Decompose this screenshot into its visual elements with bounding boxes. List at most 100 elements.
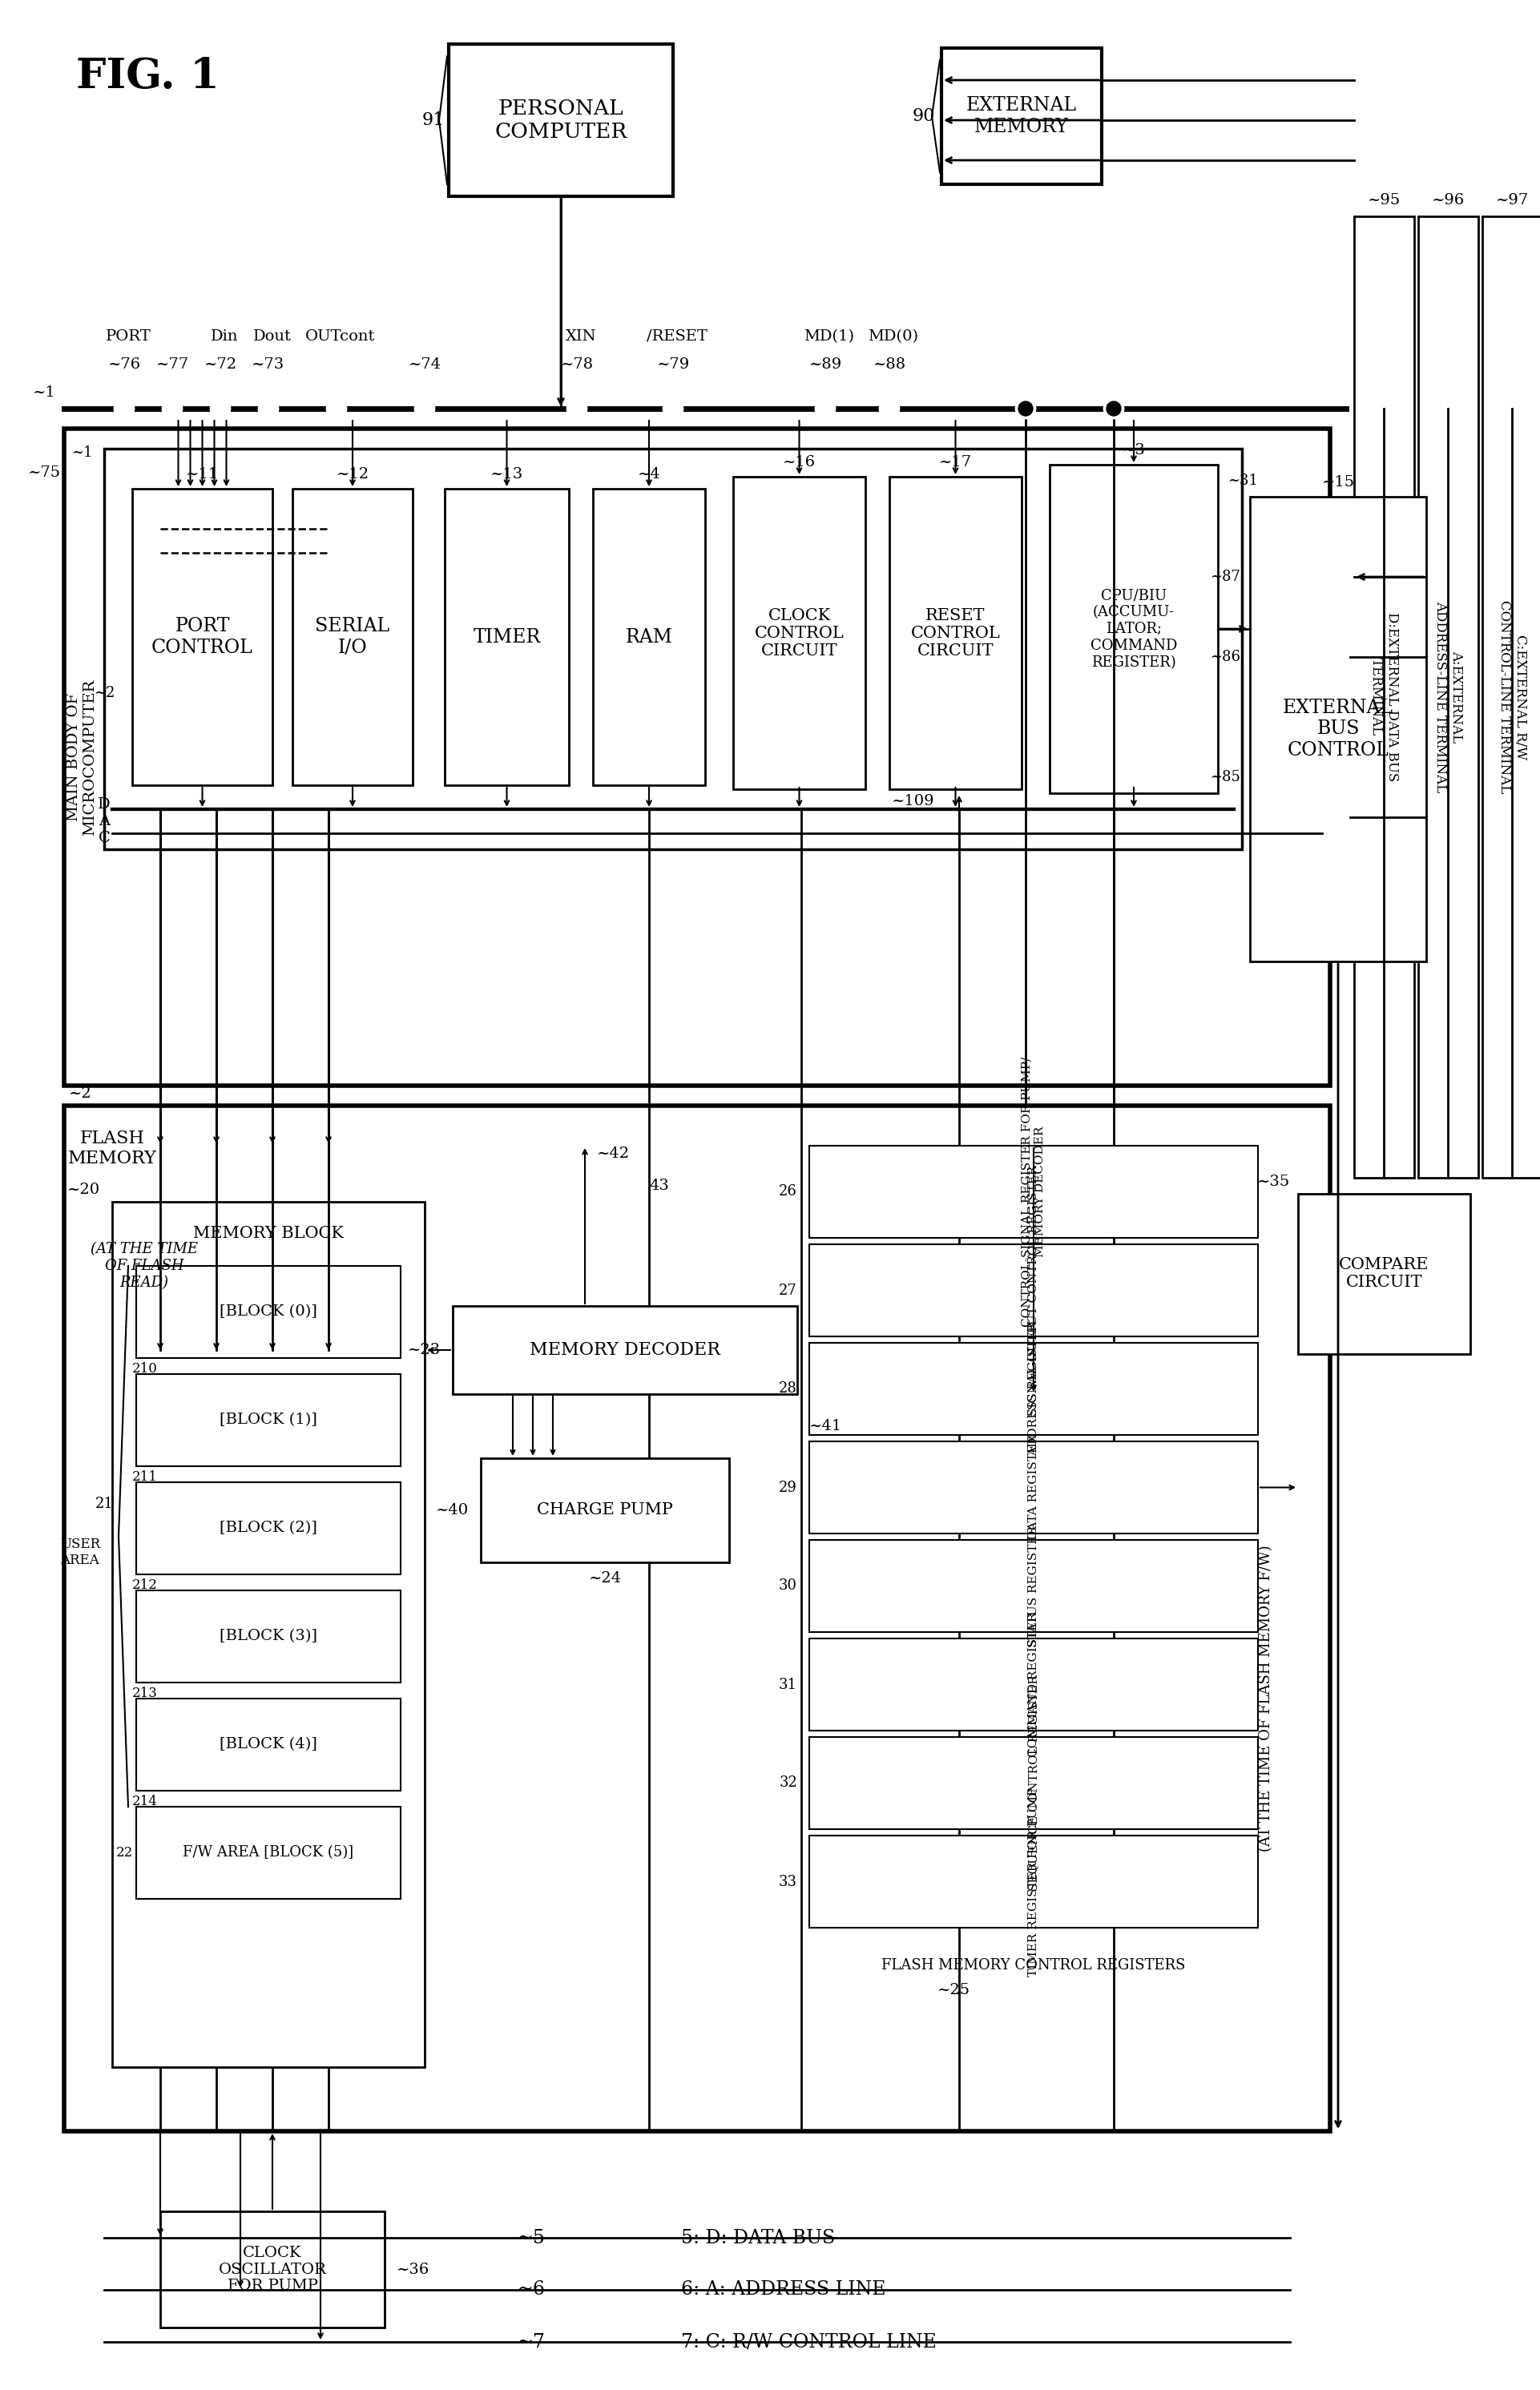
- Bar: [65, 1107, 1331, 2132]
- Text: ~42: ~42: [598, 1147, 630, 1162]
- Text: CPU/BIU
(ACCUMU-
LATOR;
COMMAND
REGISTER): CPU/BIU (ACCUMU- LATOR; COMMAND REGISTER…: [1090, 588, 1177, 669]
- Bar: [293, 488, 413, 786]
- Text: ADDRESS REGISTER: ADDRESS REGISTER: [1029, 1322, 1040, 1456]
- Bar: [809, 1836, 1258, 1929]
- Text: ~85: ~85: [1210, 770, 1240, 784]
- Text: USER
AREA: USER AREA: [60, 1537, 100, 1568]
- Bar: [809, 1343, 1258, 1434]
- Text: ~72: ~72: [203, 358, 237, 373]
- Text: OUTcont: OUTcont: [305, 330, 376, 344]
- Text: 33: 33: [779, 1874, 798, 1888]
- Text: 21: 21: [95, 1496, 114, 1510]
- Circle shape: [211, 399, 229, 418]
- Bar: [809, 1245, 1258, 1336]
- Text: ~74: ~74: [408, 358, 440, 373]
- Text: (AT THE TIME OF FLASH MEMORY F/W): (AT THE TIME OF FLASH MEMORY F/W): [1258, 1546, 1274, 1852]
- Text: /RESET: /RESET: [647, 330, 707, 344]
- Text: ~41: ~41: [809, 1420, 842, 1434]
- Text: F/W AREA [BLOCK (5)]: F/W AREA [BLOCK (5)]: [183, 1845, 354, 1859]
- Text: ~25: ~25: [936, 1984, 970, 1998]
- Text: ~4: ~4: [638, 466, 661, 480]
- Text: EXTERNAL
BUS
CONTROL: EXTERNAL BUS CONTROL: [1283, 698, 1394, 760]
- Text: ~97: ~97: [1495, 194, 1529, 208]
- Text: ~89: ~89: [809, 358, 842, 373]
- Text: SEQUENCE CONTROL REGISTER: SEQUENCE CONTROL REGISTER: [1029, 1675, 1040, 1890]
- Text: ~77: ~77: [156, 358, 189, 373]
- Text: ~17: ~17: [939, 454, 972, 468]
- Text: 90: 90: [912, 108, 935, 124]
- Text: ~13: ~13: [490, 466, 524, 480]
- Bar: [733, 476, 865, 789]
- Bar: [1354, 217, 1414, 1178]
- Text: PORT
CONTROL: PORT CONTROL: [151, 617, 253, 657]
- Circle shape: [259, 399, 279, 418]
- Circle shape: [416, 399, 434, 418]
- Text: CHARGE PUMP: CHARGE PUMP: [537, 1503, 673, 1518]
- Circle shape: [114, 399, 134, 418]
- Text: 30: 30: [779, 1580, 798, 1594]
- Bar: [105, 449, 1241, 848]
- Bar: [809, 1738, 1258, 1828]
- Text: MD(1): MD(1): [804, 330, 855, 344]
- Circle shape: [1016, 399, 1035, 418]
- Text: SERIAL
I/O: SERIAL I/O: [316, 617, 390, 657]
- Text: ~3: ~3: [1123, 442, 1146, 456]
- Bar: [136, 1482, 400, 1575]
- Bar: [65, 428, 1331, 1085]
- Text: D
A
C: D A C: [99, 798, 111, 846]
- Text: MD(0): MD(0): [869, 330, 919, 344]
- Text: TIMER: TIMER: [473, 629, 541, 645]
- Bar: [480, 1458, 728, 1563]
- Text: COMMAND REGISTER: COMMAND REGISTER: [1029, 1613, 1040, 1757]
- Bar: [809, 1539, 1258, 1632]
- Text: ~2: ~2: [69, 1087, 92, 1102]
- Text: [BLOCK (0)]: [BLOCK (0)]: [220, 1305, 317, 1319]
- Text: 212: 212: [132, 1577, 157, 1592]
- Text: DATA REGISTER: DATA REGISTER: [1029, 1434, 1040, 1539]
- Bar: [136, 1699, 400, 1790]
- Circle shape: [1109, 404, 1120, 413]
- Text: [BLOCK (1)]: [BLOCK (1)]: [220, 1412, 317, 1427]
- Text: MEMORY DECODER: MEMORY DECODER: [530, 1341, 721, 1360]
- Text: CLOCK
OSCILLATOR
FOR PUMP: CLOCK OSCILLATOR FOR PUMP: [219, 2247, 326, 2294]
- Bar: [112, 1202, 425, 2067]
- Text: ~36: ~36: [397, 2263, 430, 2278]
- Text: 31: 31: [779, 1678, 798, 1692]
- Bar: [1250, 497, 1426, 961]
- Bar: [136, 1589, 400, 1683]
- Bar: [809, 1441, 1258, 1534]
- Text: 213: 213: [132, 1687, 157, 1699]
- Text: TIMER REGISTER FOR PUMP: TIMER REGISTER FOR PUMP: [1029, 1788, 1040, 1977]
- Circle shape: [1104, 399, 1123, 418]
- Bar: [1483, 217, 1540, 1178]
- Text: ~24: ~24: [588, 1570, 622, 1585]
- Text: [BLOCK (3)]: [BLOCK (3)]: [220, 1630, 317, 1644]
- Text: 7: C: R/W CONTROL LINE: 7: C: R/W CONTROL LINE: [681, 2333, 936, 2352]
- Circle shape: [163, 399, 182, 418]
- Text: ~76: ~76: [108, 358, 140, 373]
- Text: C:EXTERNAL R/W
CONTROL-LINE TERMINAL: C:EXTERNAL R/W CONTROL-LINE TERMINAL: [1498, 600, 1528, 793]
- Text: 211: 211: [132, 1470, 157, 1484]
- Text: ~86: ~86: [1210, 650, 1240, 664]
- Text: 210: 210: [132, 1362, 157, 1377]
- Circle shape: [326, 399, 347, 418]
- Text: MEMORY BLOCK: MEMORY BLOCK: [192, 1226, 343, 1240]
- Text: 26: 26: [779, 1185, 798, 1200]
- Text: (AT THE TIME
OF FLASH
READ): (AT THE TIME OF FLASH READ): [91, 1243, 199, 1291]
- Text: ~73: ~73: [253, 358, 285, 373]
- Text: 29: 29: [779, 1479, 798, 1494]
- Text: ~75: ~75: [28, 466, 60, 480]
- Bar: [1418, 217, 1478, 1178]
- Text: FLASH
MEMORY: FLASH MEMORY: [68, 1130, 157, 1169]
- Text: ~1: ~1: [71, 445, 92, 459]
- Text: PERSONAL
COMPUTER: PERSONAL COMPUTER: [494, 98, 627, 141]
- Text: ~78: ~78: [561, 358, 593, 373]
- Text: 5: D: DATA BUS: 5: D: DATA BUS: [681, 2227, 835, 2247]
- Text: ~16: ~16: [782, 454, 816, 468]
- Text: STATUS REGISTER: STATUS REGISTER: [1029, 1525, 1040, 1647]
- Text: ~95: ~95: [1368, 194, 1401, 208]
- Bar: [593, 488, 705, 786]
- Text: ~6: ~6: [517, 2280, 545, 2299]
- Text: 214: 214: [132, 1795, 157, 1809]
- Bar: [136, 1374, 400, 1465]
